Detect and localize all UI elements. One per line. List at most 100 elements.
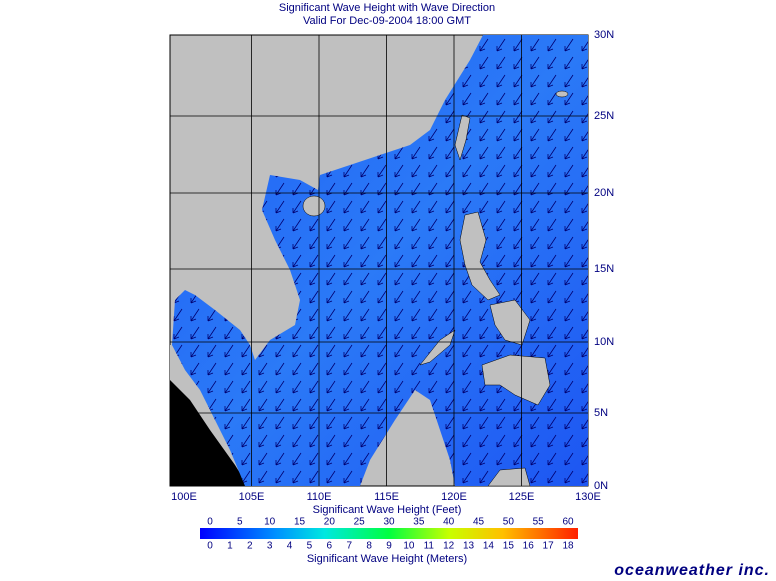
scale-tick-label: 6	[327, 541, 333, 552]
wave-arrow	[377, 398, 387, 412]
arrow-shape	[530, 128, 540, 142]
wave-arrow	[292, 362, 302, 376]
arrow-shape	[241, 362, 251, 376]
wave-arrow	[479, 146, 489, 160]
arrow-shape	[309, 416, 319, 430]
arrow-shape	[547, 380, 557, 394]
wave-arrow	[496, 38, 506, 52]
arrow-shape	[309, 272, 319, 286]
arrow-shape	[547, 128, 557, 142]
arrow-shape	[445, 92, 455, 106]
arrow-shape	[564, 470, 574, 484]
arrow-shape	[428, 218, 438, 232]
wave-arrow	[326, 272, 336, 286]
wave-arrow	[564, 38, 574, 52]
wave-arrow	[513, 236, 523, 250]
wave-arrow	[326, 344, 336, 358]
arrow-shape	[564, 434, 574, 448]
wave-arrow	[377, 236, 387, 250]
wave-arrow	[547, 434, 557, 448]
wave-arrow	[581, 452, 588, 466]
wave-arrow	[530, 38, 540, 52]
scale-tick-label: 9	[386, 541, 392, 552]
arrow-shape	[360, 308, 370, 322]
arrow-shape	[530, 110, 540, 124]
wave-arrow	[241, 434, 251, 448]
arrow-shape	[394, 362, 404, 376]
wave-arrow	[547, 128, 557, 142]
arrow-shape	[530, 146, 540, 160]
arrow-shape	[377, 272, 387, 286]
arrow-shape	[462, 398, 472, 412]
arrow-shape	[581, 146, 588, 160]
wave-arrow	[394, 218, 404, 232]
wave-arrow	[360, 434, 370, 448]
wave-arrow	[530, 110, 540, 124]
arrow-shape	[445, 110, 455, 124]
wave-arrow	[326, 398, 336, 412]
arrow-shape	[581, 470, 588, 484]
arrow-shape	[530, 74, 540, 88]
arrow-shape	[547, 74, 557, 88]
arrow-shape	[581, 380, 588, 394]
wave-arrow	[190, 326, 200, 340]
wave-arrow	[564, 452, 574, 466]
title: Significant Wave Height with Wave Direct…	[279, 2, 495, 14]
wave-arrow	[530, 200, 540, 214]
wave-arrow	[496, 254, 506, 268]
wave-arrow	[564, 380, 574, 394]
arrow-shape	[479, 344, 489, 358]
arrow-shape	[377, 164, 387, 178]
arrow-shape	[241, 416, 251, 430]
wave-arrow	[428, 236, 438, 250]
wave-arrow	[258, 362, 268, 376]
wave-arrow	[479, 200, 489, 214]
arrow-shape	[564, 272, 574, 286]
scale-tick-label: 15	[294, 517, 306, 528]
wave-arrow	[207, 362, 217, 376]
wave-arrow	[394, 398, 404, 412]
arrow-shape	[462, 470, 472, 484]
arrow-shape	[513, 218, 523, 232]
scale-tick-label: 0	[207, 517, 213, 528]
arrow-shape	[411, 308, 421, 322]
arrow-shape	[581, 452, 588, 466]
arrow-shape	[326, 380, 336, 394]
wave-arrow	[530, 218, 540, 232]
arrow-shape	[326, 416, 336, 430]
arrow-shape	[479, 56, 489, 70]
wave-arrow	[309, 254, 319, 268]
arrow-shape	[530, 56, 540, 70]
feet-title: Significant Wave Height (Feet)	[313, 504, 462, 516]
wave-arrow	[445, 344, 455, 358]
wave-arrow	[360, 416, 370, 430]
wave-arrow	[547, 398, 557, 412]
wave-arrow	[173, 326, 183, 340]
arrow-shape	[411, 362, 421, 376]
wave-arrow	[275, 380, 285, 394]
wave-arrow	[564, 272, 574, 286]
wave-arrow	[377, 380, 387, 394]
wave-arrow	[581, 110, 588, 124]
wave-arrow	[190, 308, 200, 322]
wave-arrow	[428, 326, 438, 340]
arrow-shape	[428, 362, 438, 376]
arrow-shape	[479, 74, 489, 88]
arrow-shape	[275, 344, 285, 358]
arrow-shape	[190, 308, 200, 322]
wave-arrow	[377, 416, 387, 430]
wave-arrow	[479, 74, 489, 88]
wave-arrow	[207, 344, 217, 358]
wave-arrow	[496, 290, 506, 304]
arrow-shape	[530, 434, 540, 448]
wave-arrow	[275, 218, 285, 232]
arrow-shape	[377, 362, 387, 376]
arrow-shape	[445, 434, 455, 448]
arrow-shape	[275, 416, 285, 430]
arrow-shape	[462, 326, 472, 340]
wave-arrow	[224, 344, 234, 358]
arrow-shape	[326, 200, 336, 214]
wave-arrow	[547, 308, 557, 322]
arrow-shape	[445, 290, 455, 304]
wave-arrow	[530, 254, 540, 268]
